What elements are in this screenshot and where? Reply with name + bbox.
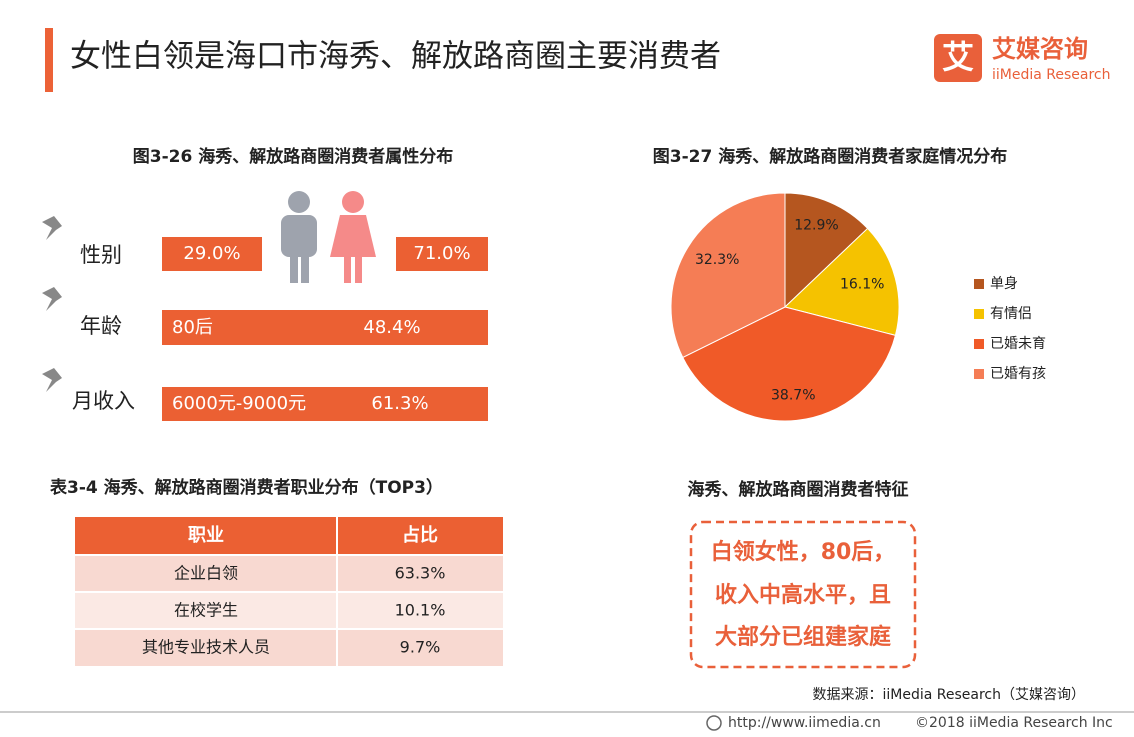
pie-slice — [682, 306, 897, 422]
footer-url[interactable]: http://www.iimedia.cn — [728, 715, 881, 731]
features-box — [689, 520, 917, 669]
income-value: 61.3% — [371, 393, 428, 414]
male-value: 29.0% — [183, 243, 240, 264]
legend-label: 已婚有孩 — [990, 366, 1046, 382]
table-cell: 在校学生 — [174, 601, 238, 620]
table-body: 企业白领 63.3% 在校学生 10.1% 其他专业技术人员 9.7% — [75, 554, 503, 666]
title-bar — [45, 28, 53, 92]
female-box — [396, 237, 488, 271]
logo-icon: 艾 — [942, 38, 974, 76]
pie-slice — [784, 227, 900, 336]
feature-line: 白领女性，80后， — [711, 539, 896, 565]
legend-swatch — [974, 369, 984, 379]
slice-label: 38.7% — [771, 387, 815, 403]
logo-cn: 艾媒咨询 — [992, 35, 1088, 63]
pin — [42, 216, 62, 240]
logo-en: iiMedia Research — [992, 67, 1111, 83]
table-cell: 企业白领 — [174, 564, 238, 583]
feature-line: 收入中高水平，且 — [715, 582, 891, 608]
male-icon — [281, 191, 317, 283]
table-cell: 10.1% — [395, 601, 446, 620]
pin — [42, 287, 62, 311]
table-header-cell: 占比 — [402, 524, 438, 546]
table-cell: 63.3% — [395, 564, 446, 583]
slice-label: 12.9% — [794, 217, 838, 233]
legend-swatch — [974, 279, 984, 289]
legend-swatch — [974, 339, 984, 349]
age-box — [162, 310, 488, 345]
male-box — [162, 237, 262, 271]
gender-label: 性别 — [80, 243, 122, 267]
pie-slice — [784, 192, 869, 309]
income-text: 6000元-9000元 — [172, 393, 306, 414]
female-icon — [330, 191, 376, 283]
pie-slice — [670, 192, 786, 359]
slice-label: 16.1% — [840, 277, 884, 293]
page-title: 女性白领是海口市海秀、解放路商圈主要消费者 — [70, 39, 721, 75]
table-row — [75, 592, 503, 629]
age-text: 80后 — [172, 317, 213, 338]
age-value: 48.4% — [363, 317, 420, 338]
income-label: 月收入 — [72, 389, 135, 413]
legend-label: 有情侣 — [990, 306, 1032, 322]
female-value: 71.0% — [413, 243, 470, 264]
slice-label: 32.3% — [695, 252, 739, 268]
pins — [42, 216, 62, 392]
table-header — [75, 517, 503, 555]
legend-label: 已婚未育 — [990, 336, 1046, 352]
feature-line: 大部分已组建家庭 — [715, 624, 891, 650]
legend-label: 单身 — [990, 276, 1018, 292]
logo-box — [934, 34, 982, 82]
footer-copyright: ©2018 iiMedia Research Inc — [915, 715, 1113, 731]
source: 数据来源：iiMedia Research（艾媒咨询） — [813, 687, 1086, 703]
table-cell: 其他专业技术人员 — [142, 638, 270, 657]
table-title: 表3-4 海秀、解放路商圈消费者职业分布（TOP3） — [50, 477, 443, 498]
table-header-cell: 职业 — [188, 525, 224, 546]
table-row — [75, 555, 503, 592]
attr-title: 图3-26 海秀、解放路商圈消费者属性分布 — [133, 146, 453, 167]
pin — [42, 368, 62, 392]
table-cell: 9.7% — [400, 638, 441, 657]
table-row — [75, 629, 503, 666]
income-box — [162, 387, 488, 421]
pie-title: 图3-27 海秀、解放路商圈消费者家庭情况分布 — [653, 146, 1007, 167]
age-label: 年龄 — [80, 314, 122, 338]
globe-icon — [706, 715, 722, 731]
legend-swatch — [974, 309, 984, 319]
features-title: 海秀、解放路商圈消费者特征 — [688, 479, 909, 500]
